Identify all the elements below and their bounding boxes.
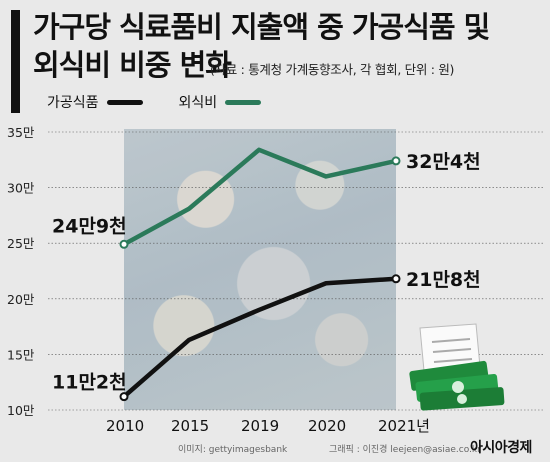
legend-item-processed: 가공식품 — [47, 92, 143, 112]
x-tick-label: 2015 — [171, 417, 209, 435]
series-point — [119, 239, 129, 249]
chart-title-line1: 가구당 식료품비 지출액 중 가공식품 및 — [33, 10, 490, 44]
graphic-credit: 그래픽 : 이진경 leejeen@asiae.co.kr — [329, 445, 481, 455]
legend-swatch-processed — [106, 99, 143, 105]
y-tick-label: 35만 — [7, 125, 35, 140]
series-point — [119, 392, 129, 402]
legend-swatch-dining — [225, 99, 262, 105]
x-tick-label: 2010 — [106, 417, 144, 435]
legend-label-processed: 가공식품 — [47, 95, 99, 111]
chart-title-line2: 외식비 비중 변화 — [33, 48, 232, 82]
x-tick-label: 2021년 — [378, 417, 430, 435]
data-label: 11만2천 — [52, 372, 127, 394]
series-line-1 — [121, 147, 399, 247]
data-label: 32만4천 — [406, 151, 481, 173]
y-tick-label: 25만 — [7, 236, 35, 251]
data-label: 24만9천 — [52, 215, 127, 237]
y-tick-label: 10만 — [7, 403, 35, 418]
x-tick-label: 2020 — [308, 417, 346, 435]
chart-subtitle: (자료 : 통계청 가계동향조사, 각 협회, 단위 : 원) — [210, 62, 455, 77]
legend: 가공식품 외식비 — [47, 92, 297, 112]
data-label: 21만8천 — [406, 269, 481, 291]
brand-logo: 아시아경제 — [470, 440, 532, 456]
legend-item-dining: 외식비 — [179, 92, 262, 112]
receipt-money-illustration — [409, 323, 505, 411]
y-tick-label: 30만 — [7, 181, 35, 196]
y-tick-label: 20만 — [7, 292, 35, 307]
series-point — [391, 274, 401, 284]
chart-title: 가구당 식료품비 지출액 중 가공식품 및 외식비 비중 변화 — [33, 8, 490, 84]
x-tick-label: 2019 — [241, 417, 279, 435]
y-tick-label: 15만 — [7, 347, 35, 362]
background-food-photo — [124, 129, 396, 410]
series-line-0 — [121, 276, 399, 399]
title-accent-bar — [11, 10, 20, 113]
legend-label-dining: 외식비 — [178, 95, 218, 111]
image-credit: 이미지: gettyimagesbank — [178, 445, 288, 455]
series-point — [391, 156, 401, 166]
